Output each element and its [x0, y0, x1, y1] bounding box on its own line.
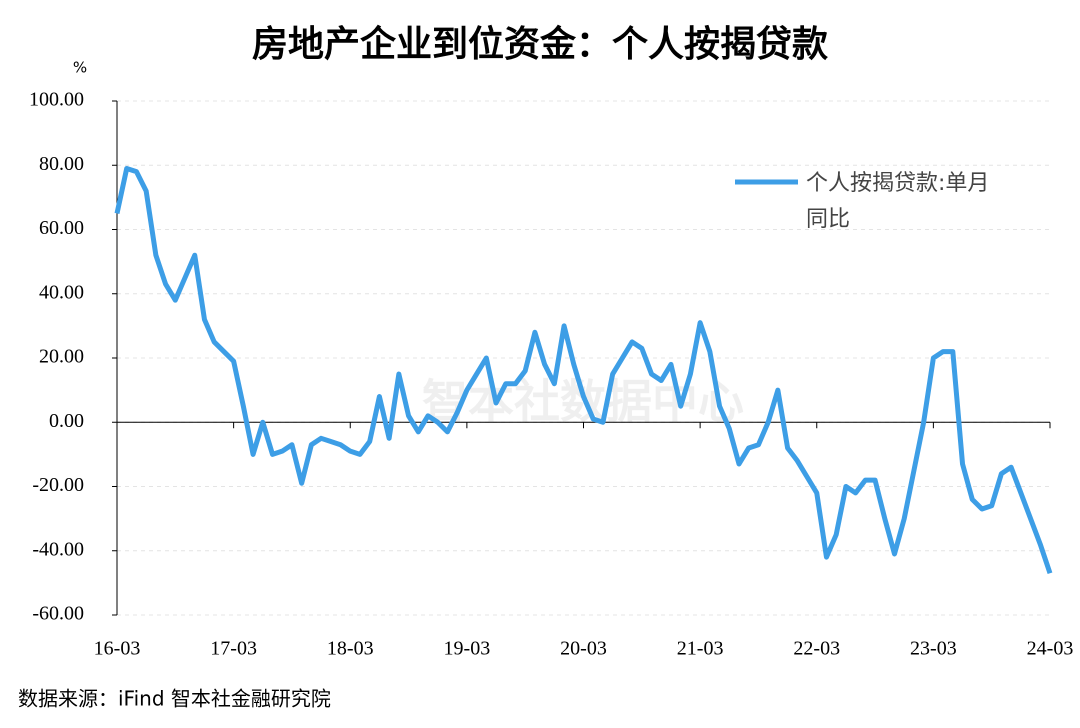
- y-tick-label: 60.00: [39, 217, 84, 239]
- x-tick-label: 21-03: [677, 638, 724, 660]
- x-tick-label: 20-03: [560, 638, 607, 660]
- source: 数据来源：iFind 智本社金融研究院: [18, 687, 331, 711]
- x-tick-label: 16-03: [94, 638, 141, 660]
- y-tick-label: -40.00: [32, 538, 84, 560]
- x-tick-label: 18-03: [327, 638, 374, 660]
- y-tick-label: -60.00: [32, 603, 84, 625]
- x-tick-label: 19-03: [444, 638, 491, 660]
- y-tick-label: -20.00: [32, 474, 84, 496]
- y-tick-label: 20.00: [39, 346, 84, 368]
- x-tick-label: 17-03: [210, 638, 257, 660]
- y-tick-label: 40.00: [39, 281, 84, 303]
- legend-label: 个人按揭贷款:单月同比: [806, 171, 990, 232]
- y-tick-label: 100.00: [29, 89, 84, 111]
- x-tick-label: 22-03: [793, 638, 840, 660]
- x-tick-label: 24-03: [1027, 638, 1074, 660]
- line: [114, 165, 1053, 575]
- chart-title: 房地产企业到位资金：个人按揭贷款: [252, 23, 828, 65]
- y-tick-label: 0.00: [49, 410, 84, 432]
- y-unit: %: [73, 59, 87, 77]
- x-tick-label: 23-03: [910, 638, 957, 660]
- y-tick-label: 80.00: [39, 153, 84, 175]
